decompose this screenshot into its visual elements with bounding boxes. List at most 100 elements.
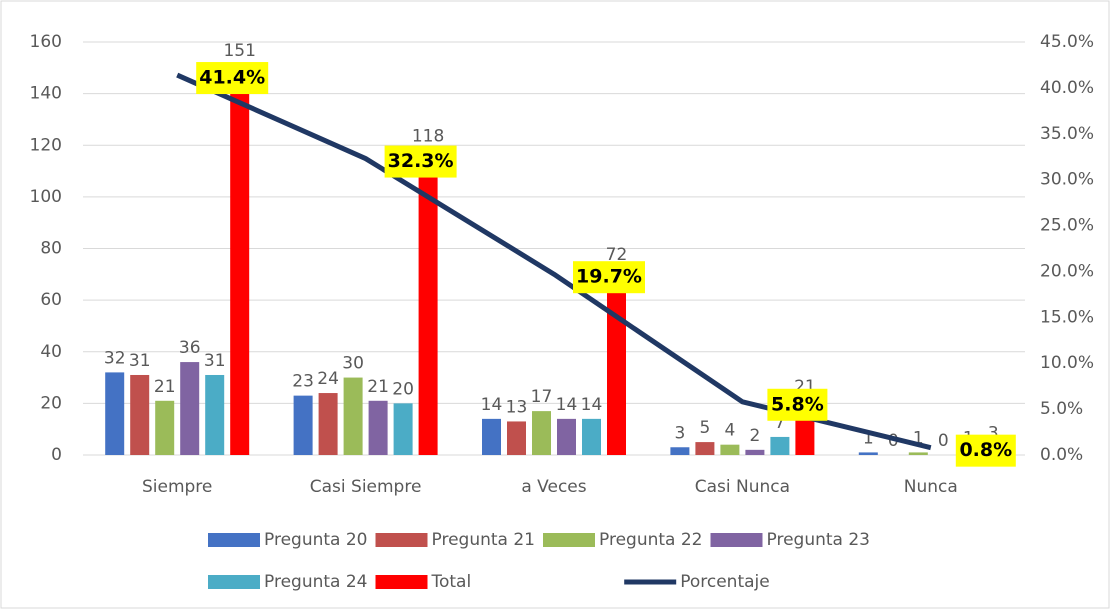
bar [205,374,225,455]
bar-value-label: 14 [581,395,603,415]
y2-tick-label: 10.0% [1040,353,1094,373]
bar [858,452,878,455]
bar-value-label: 31 [129,351,151,371]
value-label-box [573,261,645,294]
legend-label: Total [431,572,472,592]
legend-label: Pregunta 20 [264,530,368,550]
bar [418,150,438,455]
bar-value-label: 17 [531,387,553,407]
bar [393,403,413,455]
bar [557,418,576,455]
bar [318,393,338,455]
bar-value-label: 72 [606,245,628,265]
legend-swatch [375,533,428,547]
bar [130,374,150,455]
legend-swatch [208,575,260,589]
bar [482,418,501,455]
bar [532,411,551,455]
x-tick-label: Casi Siempre [310,477,422,497]
bar-value-label: 32 [104,348,126,368]
bar-value-label: 14 [556,395,578,415]
value-label-box [955,434,1016,467]
y2-tick-label: 0.0% [1040,445,1083,465]
value-label-box [767,388,828,421]
y-tick-label: 60 [40,290,62,310]
bar [770,436,790,455]
bar-value-label: 1 [913,428,924,448]
bar-value-label: 30 [342,354,364,374]
y-tick-label: 100 [30,187,62,207]
bar-value-label: 31 [204,351,226,371]
legend-label: Porcentaje [680,572,770,592]
line-value-label: 5.8% [771,393,824,415]
line-value-label: 19.7% [576,266,642,288]
y2-tick-label: 35.0% [1040,124,1094,144]
bar-value-label: 151 [223,41,255,61]
bar-value-label: 23 [292,372,314,392]
bar-value-label: 21 [367,377,389,397]
x-tick-label: Nunca [904,477,958,497]
value-label-box [196,62,269,95]
bar [368,400,388,455]
bar-value-label: 36 [179,338,201,358]
legend-label: Pregunta 24 [264,572,368,592]
y2-tick-label: 25.0% [1040,216,1094,236]
line-value-label: 0.8% [959,439,1012,461]
bar [343,377,363,455]
value-label-box [384,145,457,178]
bar [670,447,690,455]
y-tick-label: 40 [40,342,62,362]
x-tick-label: Siempre [142,477,212,497]
bar-value-label: 4 [724,421,735,441]
bar-value-label: 14 [481,395,503,415]
bar [582,418,601,455]
bar-value-label: 7 [774,413,785,433]
y2-tick-label: 40.0% [1040,78,1094,98]
line-value-label: 41.4% [199,67,265,89]
legend-label: Pregunta 21 [432,530,536,550]
bar [607,269,626,455]
y-tick-label: 20 [40,393,62,413]
y2-tick-label: 30.0% [1040,170,1094,190]
line-value-label: 32.3% [388,150,454,172]
y2-tick-label: 5.0% [1040,399,1083,419]
bar [155,400,175,455]
bar-value-label: 3 [988,423,999,443]
x-tick-label: Casi Nunca [695,477,790,497]
bar [507,421,526,455]
bar-value-label: 24 [317,369,339,389]
y2-tick-label: 15.0% [1040,307,1094,327]
y-tick-label: 160 [30,32,62,52]
bar [908,452,928,455]
bar-value-label: 13 [506,397,528,417]
legend-swatch [375,575,428,589]
bar-value-label: 2 [749,426,760,446]
bar [293,395,313,455]
bar-value-label: 5 [699,418,710,438]
y2-tick-label: 45.0% [1040,32,1094,52]
bar-value-label: 3 [674,423,685,443]
bar [180,362,200,455]
bar [720,444,740,455]
legend-label: Pregunta 22 [599,530,703,550]
y-tick-label: 0 [51,445,62,465]
legend-swatch [208,533,260,547]
x-tick-label: a Veces [521,477,586,497]
bar-value-label: 0 [938,431,949,451]
bar [745,449,765,455]
bar-value-label: 1 [863,428,874,448]
bar-value-label: 21 [154,377,176,397]
y-tick-label: 120 [30,135,62,155]
bar [105,372,125,455]
bar-value-label: 20 [392,379,414,399]
legend-swatch [710,533,763,547]
y2-tick-label: 20.0% [1040,261,1094,281]
bar [230,65,250,455]
y-tick-label: 80 [40,239,62,259]
bar [695,442,715,455]
legend-swatch [543,533,595,547]
legend-label: Pregunta 23 [767,530,871,550]
y-tick-label: 140 [30,84,62,104]
